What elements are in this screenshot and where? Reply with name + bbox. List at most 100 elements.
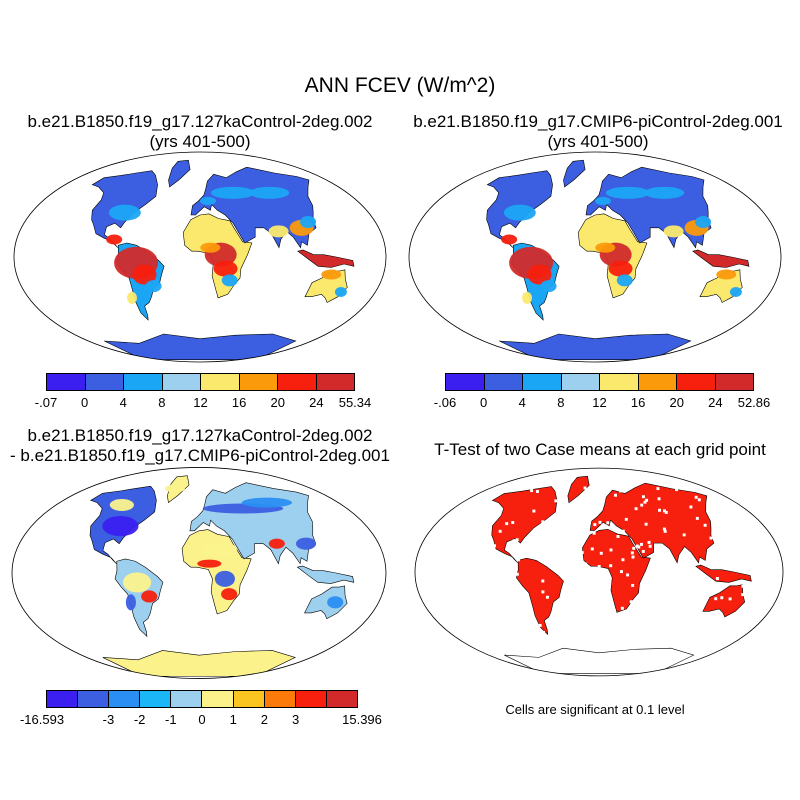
nonsig-cell bbox=[426, 543, 430, 547]
nonsig-cell bbox=[502, 593, 506, 597]
nonsig-cell bbox=[721, 512, 725, 516]
field-patch bbox=[327, 596, 344, 609]
nonsig-cell bbox=[664, 510, 668, 514]
nonsig-cell bbox=[690, 614, 694, 618]
legend-swatch bbox=[326, 691, 357, 707]
nonsig-cell bbox=[685, 558, 689, 562]
land-indonesia bbox=[692, 249, 750, 268]
nonsig-cell bbox=[744, 585, 748, 589]
nonsig-cell bbox=[631, 583, 635, 587]
nonsig-cell bbox=[588, 520, 592, 524]
nonsig-cell bbox=[516, 558, 520, 562]
nonsig-cell bbox=[745, 570, 749, 574]
field-patch bbox=[200, 541, 238, 558]
nonsig-cell bbox=[422, 508, 426, 512]
nonsig-cell bbox=[586, 632, 590, 636]
field-patch bbox=[268, 538, 285, 549]
nonsig-cell bbox=[445, 506, 449, 510]
legend-label: 8 bbox=[158, 395, 166, 410]
nonsig-cell bbox=[418, 489, 422, 493]
map-case2 bbox=[408, 151, 782, 363]
nonsig-cell bbox=[612, 609, 616, 613]
nonsig-cell bbox=[619, 570, 623, 574]
nonsig-cell bbox=[576, 541, 580, 545]
nonsig-cell bbox=[695, 582, 699, 586]
nonsig-cell bbox=[714, 597, 718, 601]
field-patch bbox=[125, 594, 136, 611]
nonsig-cell bbox=[647, 540, 651, 544]
legend-swatch bbox=[47, 374, 86, 390]
legend-label: 4 bbox=[119, 395, 127, 410]
nonsig-cell bbox=[533, 538, 537, 542]
nonsig-cell bbox=[675, 488, 679, 492]
nonsig-cell bbox=[735, 547, 739, 551]
nonsig-cell bbox=[584, 614, 588, 618]
nonsig-cell bbox=[419, 602, 423, 606]
field-patch bbox=[321, 269, 342, 280]
nonsig-cell bbox=[577, 498, 581, 502]
legend-label: -.07 bbox=[34, 395, 58, 410]
nonsig-cell bbox=[498, 529, 502, 533]
legend-label: 15.396 bbox=[342, 712, 382, 727]
legend-swatch bbox=[140, 691, 172, 707]
legend-label: -3 bbox=[102, 712, 115, 727]
legend-label: 20 bbox=[669, 395, 684, 410]
nonsig-cell bbox=[442, 623, 446, 627]
nonsig-cell bbox=[541, 520, 545, 524]
nonsig-cell bbox=[499, 595, 503, 599]
legend-label: 4 bbox=[518, 395, 526, 410]
nonsig-cell bbox=[593, 523, 597, 527]
nonsig-cell bbox=[703, 523, 707, 527]
map-border bbox=[11, 467, 387, 679]
legend-swatch bbox=[201, 374, 240, 390]
nonsig-cell bbox=[444, 510, 448, 514]
map-border bbox=[414, 467, 784, 677]
nonsig-cell bbox=[725, 499, 729, 503]
field-patch bbox=[644, 186, 685, 199]
legend-case2 bbox=[445, 373, 754, 391]
legend-label: 55.34 bbox=[338, 395, 372, 410]
legend-label: -1 bbox=[165, 712, 177, 727]
nonsig-cell bbox=[418, 522, 422, 526]
field-patch bbox=[608, 260, 633, 277]
legend-diff bbox=[46, 690, 358, 708]
field-patch bbox=[123, 572, 152, 593]
nonsig-cell bbox=[641, 495, 645, 499]
nonsig-cell bbox=[766, 530, 770, 534]
field-patch bbox=[503, 204, 536, 221]
nonsig-cell bbox=[614, 493, 618, 497]
nonsig-cell bbox=[555, 626, 559, 630]
nonsig-cell bbox=[452, 559, 456, 563]
legend-label: 1 bbox=[229, 712, 237, 727]
land-greenland bbox=[563, 159, 586, 188]
field-patch bbox=[214, 570, 235, 587]
land-indonesia bbox=[695, 564, 752, 583]
nonsig-cell bbox=[560, 528, 564, 532]
nonsig-cell bbox=[457, 551, 461, 555]
nonsig-cell bbox=[609, 548, 613, 552]
land-namerica bbox=[491, 486, 558, 564]
nonsig-cell bbox=[743, 537, 747, 541]
nonsig-cell bbox=[580, 499, 584, 503]
field-patch bbox=[663, 225, 684, 238]
legend-swatch bbox=[715, 374, 753, 390]
nonsig-cell bbox=[526, 620, 530, 624]
nonsig-cell bbox=[706, 590, 710, 594]
nonsig-cell bbox=[455, 522, 459, 526]
nonsig-cell bbox=[634, 507, 638, 511]
nonsig-cell bbox=[726, 507, 730, 511]
nonsig-cell bbox=[522, 634, 526, 638]
nonsig-cell bbox=[657, 497, 661, 501]
nonsig-cell bbox=[584, 562, 588, 566]
panel-title-diff-line2: - b.e21.B1850.f19_g17.CMIP6-piControl-2d… bbox=[10, 446, 390, 465]
field-patch bbox=[102, 516, 139, 537]
nonsig-cell bbox=[578, 520, 582, 524]
nonsig-cell bbox=[501, 617, 505, 621]
nonsig-cell bbox=[487, 593, 491, 597]
nonsig-cell bbox=[679, 580, 683, 584]
nonsig-cell bbox=[709, 536, 713, 540]
nonsig-cell bbox=[518, 601, 522, 605]
nonsig-cell bbox=[585, 523, 589, 527]
nonsig-cell bbox=[707, 506, 711, 510]
nonsig-cell bbox=[576, 610, 580, 614]
